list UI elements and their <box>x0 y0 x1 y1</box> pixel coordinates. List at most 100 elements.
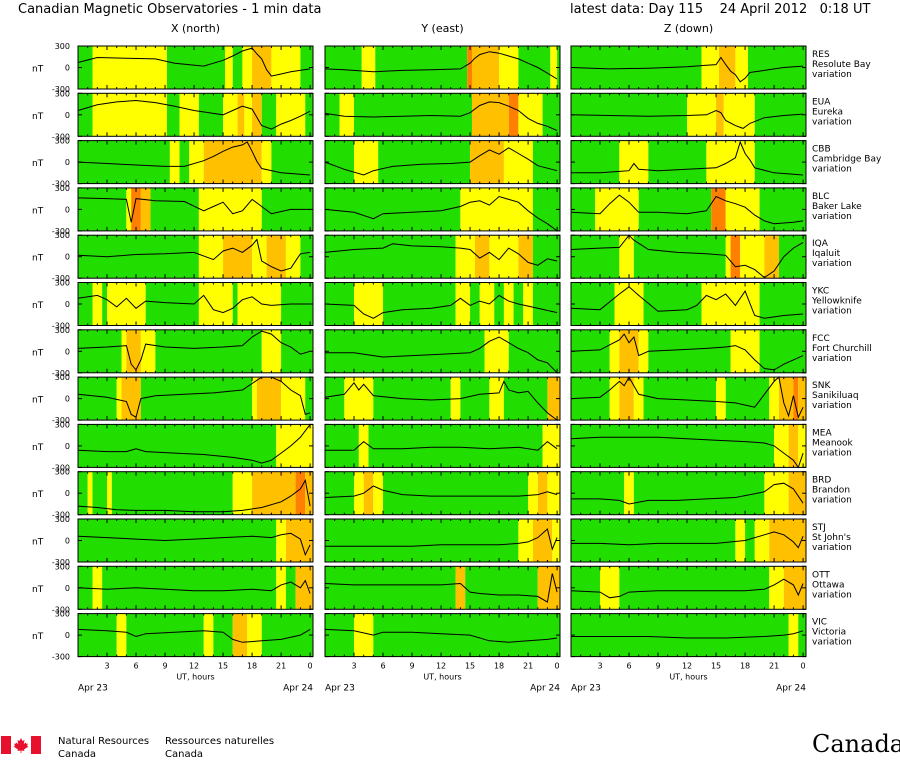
activity-band <box>92 566 103 610</box>
activity-band <box>375 46 468 89</box>
activity-band <box>354 282 384 326</box>
y-tick-label: 300 <box>55 373 70 382</box>
trace-mea-y <box>325 440 558 451</box>
trace-ott-x <box>77 579 311 594</box>
activity-band <box>92 93 167 137</box>
activity-band <box>232 613 248 657</box>
activity-band <box>276 424 313 468</box>
activity-band <box>300 46 313 89</box>
activity-band <box>102 282 108 326</box>
department-name-fr-line1: Ressources naturelles <box>165 736 275 747</box>
activity-band <box>489 377 504 421</box>
y-tick-label: 0 <box>65 347 70 356</box>
canada-wordmark-text: Canada <box>812 730 900 758</box>
x-tick-label: 9 <box>655 662 660 671</box>
activity-band <box>354 140 379 184</box>
y-unit-label: nT <box>32 538 44 548</box>
y-unit-label: nT <box>32 632 44 642</box>
activity-band <box>638 187 712 231</box>
y-tick-label: 0 <box>65 442 70 451</box>
date-right-label: Apr 24 <box>776 684 806 694</box>
activity-band <box>532 519 553 562</box>
y-unit-label: nT <box>32 301 44 311</box>
y-tick-label: -300 <box>52 558 70 567</box>
station-code: CBB <box>812 145 831 155</box>
station-code: EUA <box>812 97 831 107</box>
x-tick-label: 15 <box>711 662 721 671</box>
activity-band <box>78 235 199 279</box>
trace-iqa-z <box>570 234 804 279</box>
activity-band <box>198 282 233 326</box>
activity-band <box>619 377 634 421</box>
activity-band <box>121 377 141 421</box>
trace-ott-z <box>570 578 804 599</box>
activity-band <box>78 140 170 184</box>
station-code: VIC <box>812 618 827 628</box>
y-tick-label: 0 <box>65 584 70 593</box>
activity-band <box>711 187 726 231</box>
activity-band <box>503 140 533 184</box>
activity-band <box>339 93 355 137</box>
activity-band <box>126 613 204 657</box>
activity-band <box>619 140 649 184</box>
activity-band <box>232 282 238 326</box>
x-tick-label: 6 <box>133 662 138 671</box>
y-tick-label: 300 <box>55 515 70 524</box>
station-name: Iqaluit <box>812 249 841 259</box>
activity-band <box>716 377 726 421</box>
activity-band <box>778 235 806 279</box>
trace-vic-x <box>77 628 311 643</box>
activity-band <box>542 93 560 137</box>
activity-band <box>78 471 88 515</box>
y-unit-label: nT <box>32 159 44 169</box>
y-tick-label: -300 <box>52 180 70 189</box>
y-tick-label: -300 <box>52 322 70 331</box>
activity-band <box>78 519 277 562</box>
activity-band <box>788 613 799 657</box>
station-code: STJ <box>812 523 826 533</box>
activity-band <box>706 140 755 184</box>
activity-band <box>285 519 313 562</box>
activity-band <box>169 140 180 184</box>
activity-band <box>126 329 141 373</box>
activity-band <box>276 519 286 562</box>
y-unit-label: nT <box>32 490 44 500</box>
trace-ykc-z <box>570 286 804 319</box>
activity-band <box>92 46 167 89</box>
activity-band <box>532 282 560 326</box>
activity-band <box>479 282 495 326</box>
trace-blc-z <box>570 194 804 225</box>
activity-band <box>754 519 770 562</box>
activity-band <box>759 282 806 326</box>
station-suffix: variation <box>812 259 852 269</box>
activity-band <box>518 93 543 137</box>
activity-band <box>723 93 755 137</box>
activity-band <box>550 46 558 89</box>
x-axis-label: UT, hours <box>423 673 461 682</box>
y-unit-label: nT <box>32 348 44 358</box>
x-tick-label: 18 <box>740 662 750 671</box>
department-name-fr: Ressources naturelles Canada <box>165 735 274 761</box>
y-tick-label: 300 <box>55 610 70 619</box>
trace-fcc-x <box>77 330 311 371</box>
activity-band <box>261 329 282 373</box>
station-suffix: variation <box>812 448 852 458</box>
activity-band <box>203 140 262 184</box>
activity-band <box>499 46 519 89</box>
activity-band <box>87 471 93 515</box>
y-tick-label: -300 <box>52 274 70 283</box>
x-tick-label: 21 <box>769 662 779 671</box>
activity-band <box>378 140 471 184</box>
station-suffix: variation <box>812 165 852 175</box>
activity-band <box>455 282 471 326</box>
activity-band <box>571 424 775 468</box>
activity-band <box>155 329 262 373</box>
activity-band <box>252 46 272 89</box>
station-name: Resolute Bay <box>812 60 871 70</box>
y-unit-label: nT <box>32 585 44 595</box>
activity-band <box>571 187 596 231</box>
activity-band <box>764 235 779 279</box>
y-unit-label: nT <box>32 254 44 264</box>
station-name: St John's <box>812 533 851 543</box>
activity-band <box>619 566 770 610</box>
